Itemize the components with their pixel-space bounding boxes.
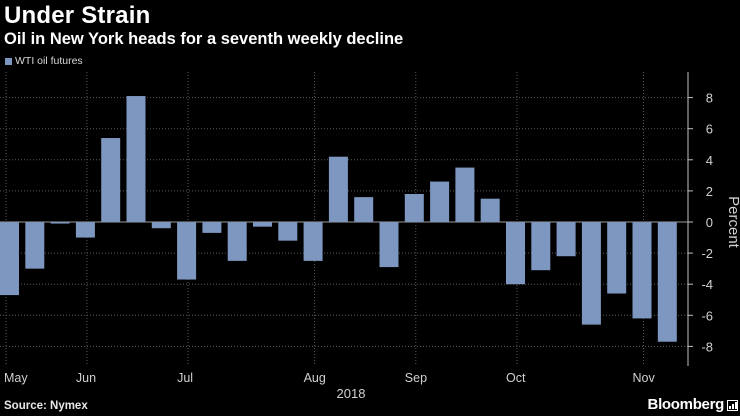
bar <box>506 222 525 285</box>
bar <box>480 198 500 222</box>
bar <box>379 222 399 268</box>
x-axis-year-label: 2018 <box>337 386 366 401</box>
bar <box>151 222 171 229</box>
x-tick-label: May <box>4 371 28 385</box>
bar <box>404 194 424 222</box>
y-tick-label: -6 <box>701 308 713 323</box>
bar <box>253 222 272 227</box>
x-tick-label: Oct <box>506 371 526 385</box>
bar <box>227 222 247 261</box>
y-axis-label: Percent <box>725 196 740 249</box>
bar <box>455 167 475 222</box>
y-tick-label: -2 <box>701 246 713 261</box>
y-tick-label: 0 <box>706 215 713 230</box>
legend: WTI oil futures <box>5 55 83 67</box>
bar <box>607 222 627 294</box>
source-note: Source: Nymex <box>4 400 88 412</box>
bar <box>430 181 450 222</box>
y-tick-label: 6 <box>706 122 713 137</box>
x-tick-label: Aug <box>304 371 326 385</box>
bar <box>632 222 652 319</box>
x-axis: May Jun Jul Aug Sep Oct Nov <box>4 371 655 385</box>
bloomberg-chart-icon <box>727 400 738 411</box>
bar <box>25 222 45 269</box>
bar <box>0 222 19 296</box>
bloomberg-logo: Bloomberg <box>647 396 725 413</box>
x-tick-label: Nov <box>633 371 656 385</box>
y-tick-label: 8 <box>706 91 713 106</box>
bar <box>531 222 551 271</box>
y-tick-label: -8 <box>701 339 713 354</box>
bar <box>328 156 348 222</box>
x-tick-label: Jun <box>76 371 96 385</box>
bar <box>202 222 222 233</box>
bar <box>354 197 374 222</box>
bar <box>50 222 70 224</box>
bars <box>0 96 677 342</box>
bar <box>556 222 576 257</box>
bar <box>177 222 197 280</box>
bar <box>75 222 95 238</box>
y-tick-label: -4 <box>701 277 713 292</box>
bar <box>278 222 298 241</box>
x-tick-label: Sep <box>405 371 427 385</box>
legend-label: WTI oil futures <box>15 55 83 67</box>
chart-title: Under Strain <box>4 2 151 29</box>
x-tick-label: Jul <box>177 371 193 385</box>
bar <box>126 96 146 222</box>
y-tick-label: 2 <box>706 184 713 199</box>
bar <box>303 222 323 261</box>
chart-subtitle: Oil in New York heads for a seventh week… <box>4 30 404 48</box>
y-tick-label: 4 <box>706 153 713 168</box>
y-axis: 8 6 4 2 0 -2 -4 -6 -8 <box>687 72 713 366</box>
legend-swatch <box>5 57 12 65</box>
bar <box>657 222 677 342</box>
bar <box>581 222 601 325</box>
bar <box>101 138 121 222</box>
